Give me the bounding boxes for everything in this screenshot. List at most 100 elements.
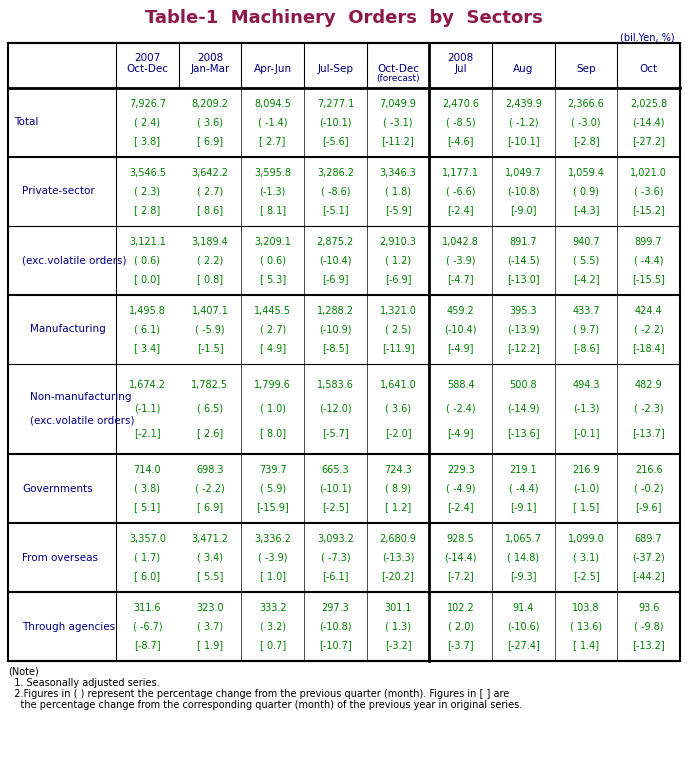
Text: Aug: Aug (513, 64, 533, 74)
Text: [-27.2]: [-27.2] (632, 136, 665, 146)
Text: 395.3: 395.3 (510, 306, 537, 316)
Text: (-37.2): (-37.2) (632, 552, 665, 562)
Text: [-18.4]: [-18.4] (632, 343, 665, 353)
Text: 216.6: 216.6 (635, 465, 663, 475)
Text: 93.6: 93.6 (638, 603, 659, 613)
Text: [-13.2]: [-13.2] (632, 640, 665, 650)
Text: From overseas: From overseas (22, 552, 98, 562)
Text: 219.1: 219.1 (510, 465, 537, 475)
Text: (Note): (Note) (8, 667, 39, 677)
Text: (exc.volatile orders): (exc.volatile orders) (30, 416, 134, 426)
Text: 1. Seasonally adjusted series.: 1. Seasonally adjusted series. (8, 678, 160, 688)
Text: 3,336.2: 3,336.2 (255, 534, 291, 544)
Text: (-14.9): (-14.9) (507, 404, 539, 414)
Text: [ 0.8]: [ 0.8] (197, 274, 223, 284)
Text: (-13.3): (-13.3) (382, 552, 414, 562)
Text: 689.7: 689.7 (635, 534, 663, 544)
Text: [ 6.0]: [ 6.0] (134, 571, 160, 581)
Text: ( -8.6): ( -8.6) (321, 186, 350, 196)
Text: ( 2.2): ( 2.2) (197, 255, 223, 266)
Text: ( -2.4): ( -2.4) (446, 404, 475, 414)
Text: ( -1.4): ( -1.4) (258, 117, 288, 127)
Text: [-5.1]: [-5.1] (322, 205, 349, 215)
Text: ( -0.2): ( -0.2) (634, 483, 663, 493)
Text: 2,366.6: 2,366.6 (568, 99, 605, 109)
Text: ( 2.3): ( 2.3) (134, 186, 160, 196)
Text: 2.Figures in ( ) represent the percentage change from the previous quarter (mont: 2.Figures in ( ) represent the percentag… (8, 689, 509, 699)
Text: 1,445.5: 1,445.5 (254, 306, 291, 316)
Text: ( -1.2): ( -1.2) (508, 117, 538, 127)
Text: ( -8.5): ( -8.5) (446, 117, 475, 127)
Text: 1,288.2: 1,288.2 (317, 306, 354, 316)
Text: 698.3: 698.3 (196, 465, 224, 475)
Text: Table-1  Machinery  Orders  by  Sectors: Table-1 Machinery Orders by Sectors (145, 9, 543, 27)
Text: 891.7: 891.7 (510, 237, 537, 247)
Text: 229.3: 229.3 (447, 465, 475, 475)
Text: [-6.9]: [-6.9] (385, 274, 411, 284)
Text: ( 0.6): ( 0.6) (259, 255, 286, 266)
Text: (-1.1): (-1.1) (134, 404, 160, 414)
Text: [-2.5]: [-2.5] (322, 502, 349, 512)
Text: (-10.1): (-10.1) (319, 117, 352, 127)
Text: ( 0.9): ( 0.9) (573, 186, 599, 196)
Text: (bil.Yen, %): (bil.Yen, %) (621, 33, 675, 43)
Text: 333.2: 333.2 (259, 603, 286, 613)
Text: 3,595.8: 3,595.8 (254, 168, 291, 178)
Text: 7,277.1: 7,277.1 (316, 99, 354, 109)
Text: [-3.2]: [-3.2] (385, 640, 411, 650)
Text: [-3.7]: [-3.7] (447, 640, 474, 650)
Text: 459.2: 459.2 (447, 306, 475, 316)
Text: (-10.6): (-10.6) (507, 621, 539, 631)
Text: 8,209.2: 8,209.2 (191, 99, 228, 109)
Text: [-27.4]: [-27.4] (507, 640, 540, 650)
Text: [ 8.0]: [ 8.0] (259, 428, 286, 438)
Text: [-5.7]: [-5.7] (322, 428, 349, 438)
Text: ( 1.7): ( 1.7) (134, 552, 160, 562)
Text: [ 6.9]: [ 6.9] (197, 136, 223, 146)
Text: (-10.8): (-10.8) (507, 186, 539, 196)
Text: 1,583.6: 1,583.6 (317, 380, 354, 390)
Text: 3,121.1: 3,121.1 (129, 237, 166, 247)
Text: [-15.9]: [-15.9] (257, 502, 289, 512)
Text: [-20.2]: [-20.2] (382, 571, 414, 581)
Text: ( -7.3): ( -7.3) (321, 552, 350, 562)
Text: ( -3.9): ( -3.9) (258, 552, 288, 562)
Text: [ 0.7]: [ 0.7] (259, 640, 286, 650)
Text: ( 3.8): ( 3.8) (134, 483, 160, 493)
Text: 3,189.4: 3,189.4 (192, 237, 228, 247)
Text: 7,926.7: 7,926.7 (129, 99, 166, 109)
Text: [-6.1]: [-6.1] (322, 571, 349, 581)
Text: 714.0: 714.0 (133, 465, 161, 475)
Text: [-2.8]: [-2.8] (572, 136, 599, 146)
Text: ( -4.4): ( -4.4) (508, 483, 538, 493)
Text: ( 5.9): ( 5.9) (259, 483, 286, 493)
Text: 482.9: 482.9 (635, 380, 663, 390)
Text: ( 3.6): ( 3.6) (197, 117, 223, 127)
Text: [-8.5]: [-8.5] (322, 343, 349, 353)
Text: ( 9.7): ( 9.7) (573, 325, 599, 335)
Text: [-9.3]: [-9.3] (510, 571, 537, 581)
Text: [-13.6]: [-13.6] (507, 428, 539, 438)
Text: [-44.2]: [-44.2] (632, 571, 665, 581)
Text: 2,875.2: 2,875.2 (316, 237, 354, 247)
Text: [-0.1]: [-0.1] (572, 428, 599, 438)
Text: ( 5.5): ( 5.5) (573, 255, 599, 266)
Text: 1,495.8: 1,495.8 (129, 306, 166, 316)
Text: [-4.9]: [-4.9] (447, 343, 474, 353)
Text: 1,021.0: 1,021.0 (630, 168, 667, 178)
Text: ( 3.7): ( 3.7) (197, 621, 223, 631)
Text: (-14.4): (-14.4) (444, 552, 477, 562)
Text: 2007: 2007 (134, 53, 160, 63)
Text: 1,321.0: 1,321.0 (380, 306, 416, 316)
Text: 3,209.1: 3,209.1 (255, 237, 291, 247)
Text: [ 8.6]: [ 8.6] (197, 205, 223, 215)
Text: 2,439.9: 2,439.9 (505, 99, 541, 109)
Text: 216.9: 216.9 (572, 465, 600, 475)
Text: (-14.4): (-14.4) (632, 117, 665, 127)
Text: [ 5.3]: [ 5.3] (259, 274, 286, 284)
Text: [-2.0]: [-2.0] (385, 428, 411, 438)
Text: [ 1.0]: [ 1.0] (259, 571, 286, 581)
Text: [-10.1]: [-10.1] (507, 136, 539, 146)
Text: 1,177.1: 1,177.1 (442, 168, 479, 178)
Text: [ 1.9]: [ 1.9] (197, 640, 223, 650)
